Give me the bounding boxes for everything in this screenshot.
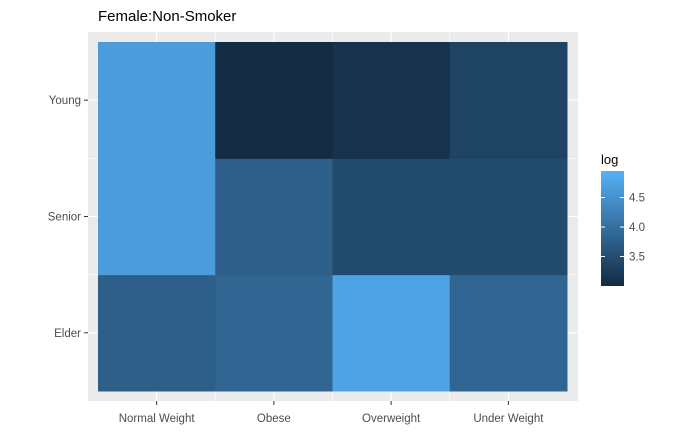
heatmap-cell: [215, 274, 333, 392]
y-tick-label: Elder: [54, 328, 81, 340]
legend-colorbar: [601, 171, 624, 286]
x-tick-label: Normal Weight: [119, 413, 196, 425]
chart-title: Female:Non-Smoker: [98, 8, 236, 25]
heatmap-cell: [332, 42, 451, 159]
x-axis: Normal Weight Obese Overweight Under Weight: [119, 401, 544, 425]
y-axis: Elder Senior Young: [48, 95, 88, 340]
heatmap-cell: [332, 274, 451, 392]
heatmap-cell: [449, 42, 568, 159]
heatmap-cell: [215, 158, 333, 276]
legend-title: log: [601, 152, 618, 167]
heatmap-cell: [98, 274, 216, 392]
heatmap-cell: [449, 274, 568, 392]
heatmap-cell: [98, 42, 216, 159]
heatmap-cell: [332, 158, 451, 276]
legend-break-label: 3.5: [629, 252, 645, 264]
y-tick-label: Young: [49, 95, 81, 107]
x-tick-label: Obese: [257, 413, 291, 425]
heatmap-cell: [215, 42, 333, 159]
heatmap-cells: [98, 42, 568, 392]
heatmap-cell: [98, 158, 216, 276]
legend-break-label: 4.0: [629, 222, 645, 234]
x-tick-label: Overweight: [362, 413, 421, 425]
legend: log 3.5 4.0 4.5: [601, 152, 645, 286]
legend-ticks: 3.5 4.0 4.5: [601, 193, 645, 264]
heatmap-cell: [449, 158, 568, 276]
x-tick-label: Under Weight: [473, 413, 544, 425]
legend-break-label: 4.5: [629, 193, 645, 205]
y-tick-label: Senior: [48, 212, 81, 224]
